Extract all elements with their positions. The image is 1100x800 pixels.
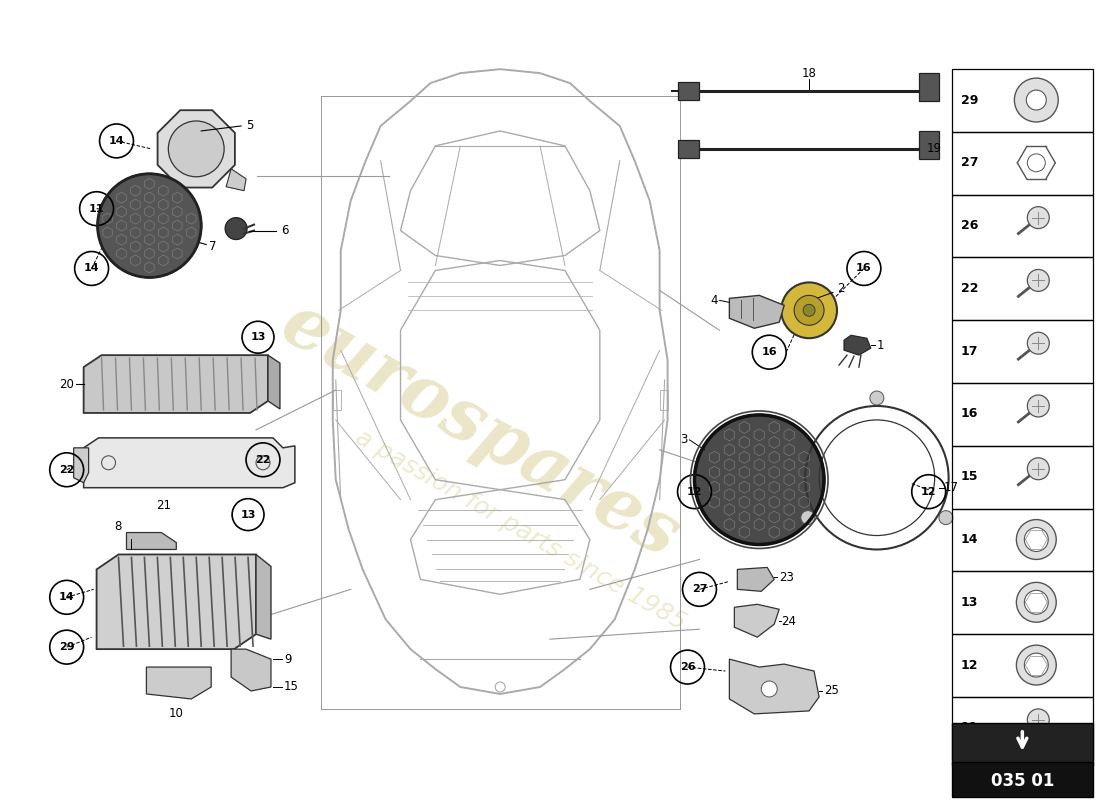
Text: 6: 6	[280, 224, 288, 237]
Circle shape	[1027, 709, 1049, 731]
Circle shape	[168, 121, 224, 177]
Text: 13: 13	[251, 332, 266, 342]
Text: 11: 11	[960, 722, 978, 734]
Circle shape	[1027, 270, 1049, 291]
Text: 21: 21	[156, 499, 170, 512]
Text: 10: 10	[169, 707, 184, 721]
Text: 16: 16	[961, 407, 978, 421]
Circle shape	[98, 174, 201, 278]
Text: 14: 14	[59, 592, 75, 602]
Polygon shape	[126, 533, 176, 550]
Text: 17: 17	[944, 481, 958, 494]
Text: 035 01: 035 01	[991, 772, 1054, 790]
Text: 1: 1	[877, 338, 884, 352]
Circle shape	[1024, 653, 1048, 677]
Text: a passion for parts since 1985: a passion for parts since 1985	[351, 425, 690, 634]
Polygon shape	[97, 554, 256, 649]
Circle shape	[694, 415, 824, 545]
FancyBboxPatch shape	[678, 82, 700, 100]
Text: 25: 25	[824, 685, 839, 698]
Text: 16: 16	[856, 263, 871, 274]
Circle shape	[794, 295, 824, 326]
Text: 19: 19	[926, 142, 942, 155]
Text: 14: 14	[960, 533, 978, 546]
Text: 24: 24	[781, 614, 796, 628]
Text: 12: 12	[686, 486, 702, 497]
Text: 27: 27	[960, 156, 978, 170]
Text: 5: 5	[246, 119, 253, 133]
Circle shape	[803, 304, 815, 316]
Circle shape	[1027, 458, 1049, 480]
Text: 15: 15	[284, 681, 299, 694]
Text: 2: 2	[837, 282, 845, 295]
Text: 8: 8	[114, 520, 122, 533]
Text: 26: 26	[961, 219, 978, 232]
Polygon shape	[84, 438, 295, 488]
Circle shape	[781, 282, 837, 338]
Circle shape	[1024, 527, 1048, 551]
Polygon shape	[157, 110, 235, 187]
Text: 3: 3	[680, 434, 688, 446]
Text: 22: 22	[960, 282, 978, 295]
Polygon shape	[231, 649, 271, 691]
Text: 23: 23	[779, 571, 794, 584]
Text: 16: 16	[761, 347, 777, 357]
Polygon shape	[84, 355, 268, 413]
Text: 29: 29	[961, 94, 978, 106]
Polygon shape	[227, 169, 246, 190]
Circle shape	[801, 510, 815, 525]
FancyBboxPatch shape	[918, 73, 938, 101]
Circle shape	[1016, 582, 1056, 622]
Text: 26: 26	[680, 662, 695, 672]
Circle shape	[1014, 78, 1058, 122]
Text: 13: 13	[241, 510, 255, 520]
Polygon shape	[146, 667, 211, 699]
Text: 18: 18	[802, 66, 816, 80]
Polygon shape	[844, 335, 871, 355]
Circle shape	[1016, 519, 1056, 559]
Text: 29: 29	[59, 642, 75, 652]
Text: 9: 9	[284, 653, 292, 666]
Text: 20: 20	[58, 378, 74, 390]
Text: 27: 27	[692, 584, 707, 594]
Polygon shape	[737, 567, 774, 591]
Circle shape	[1027, 332, 1049, 354]
Text: eurospares: eurospares	[268, 287, 692, 573]
Polygon shape	[735, 604, 779, 637]
Circle shape	[226, 218, 248, 239]
Text: 11: 11	[89, 204, 104, 214]
Polygon shape	[729, 295, 784, 328]
Polygon shape	[268, 355, 279, 409]
Text: 22: 22	[59, 465, 75, 474]
FancyBboxPatch shape	[952, 762, 1093, 797]
Text: 14: 14	[84, 263, 99, 274]
FancyBboxPatch shape	[952, 723, 1093, 765]
Text: 12: 12	[921, 486, 936, 497]
Polygon shape	[729, 659, 820, 714]
Text: 17: 17	[960, 345, 978, 358]
Circle shape	[1027, 154, 1045, 172]
Text: 7: 7	[209, 240, 217, 253]
Circle shape	[939, 510, 953, 525]
Circle shape	[1024, 590, 1048, 614]
Circle shape	[761, 681, 778, 697]
FancyBboxPatch shape	[918, 131, 938, 159]
Text: 15: 15	[960, 470, 978, 483]
FancyBboxPatch shape	[678, 140, 700, 158]
Text: 13: 13	[961, 596, 978, 609]
Circle shape	[1026, 90, 1046, 110]
Polygon shape	[256, 554, 271, 639]
Circle shape	[1027, 395, 1049, 417]
Polygon shape	[74, 448, 89, 482]
Circle shape	[1027, 206, 1049, 229]
Text: 12: 12	[960, 658, 978, 671]
Text: 14: 14	[109, 136, 124, 146]
Text: 4: 4	[710, 294, 717, 307]
Circle shape	[1016, 645, 1056, 685]
Circle shape	[870, 391, 883, 405]
Text: 22: 22	[255, 454, 271, 465]
